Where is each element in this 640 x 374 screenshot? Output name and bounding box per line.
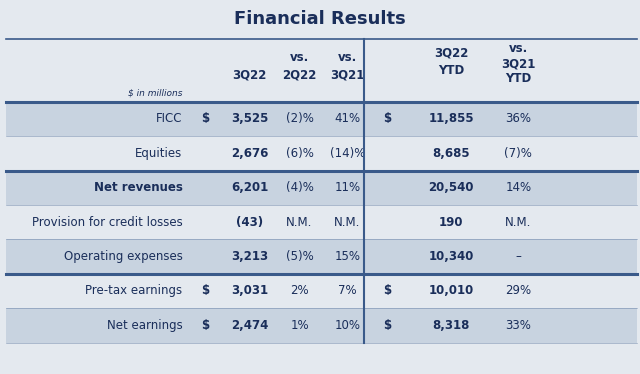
Text: 10%: 10%	[335, 319, 360, 332]
Text: $: $	[202, 113, 210, 125]
Text: 3,031: 3,031	[231, 285, 268, 297]
Text: (4)%: (4)%	[285, 181, 314, 194]
FancyBboxPatch shape	[6, 308, 637, 343]
Text: 1%: 1%	[290, 319, 309, 332]
Text: 36%: 36%	[506, 113, 531, 125]
Text: 10,010: 10,010	[429, 285, 474, 297]
Text: $: $	[202, 285, 210, 297]
Text: 11,855: 11,855	[428, 113, 474, 125]
Text: $: $	[383, 285, 391, 297]
Text: 14%: 14%	[506, 181, 531, 194]
Text: (43): (43)	[236, 216, 263, 229]
Text: (5)%: (5)%	[285, 250, 314, 263]
Text: 29%: 29%	[506, 285, 531, 297]
Text: –: –	[515, 250, 522, 263]
Text: (6)%: (6)%	[285, 147, 314, 160]
Text: vs.: vs.	[338, 52, 357, 64]
Text: Net earnings: Net earnings	[107, 319, 182, 332]
Text: 8,318: 8,318	[433, 319, 470, 332]
FancyBboxPatch shape	[6, 102, 637, 136]
Text: Financial Results: Financial Results	[234, 10, 406, 28]
Text: Operating expenses: Operating expenses	[63, 250, 182, 263]
Text: (2)%: (2)%	[285, 113, 314, 125]
Text: 8,685: 8,685	[433, 147, 470, 160]
Text: (7)%: (7)%	[504, 147, 532, 160]
Text: $: $	[383, 319, 391, 332]
FancyBboxPatch shape	[6, 205, 637, 239]
Text: 7%: 7%	[338, 285, 357, 297]
Text: 20,540: 20,540	[428, 181, 474, 194]
Text: FICC: FICC	[156, 113, 182, 125]
Text: 2%: 2%	[290, 285, 309, 297]
Text: 3,525: 3,525	[231, 113, 268, 125]
Text: 3Q21: 3Q21	[501, 57, 536, 70]
Text: 2,676: 2,676	[231, 147, 268, 160]
Text: 10,340: 10,340	[429, 250, 474, 263]
FancyBboxPatch shape	[6, 136, 637, 171]
Text: Net revenues: Net revenues	[93, 181, 182, 194]
Text: Provision for credit losses: Provision for credit losses	[31, 216, 182, 229]
Text: $: $	[383, 113, 391, 125]
Text: 33%: 33%	[506, 319, 531, 332]
Text: 2,474: 2,474	[231, 319, 268, 332]
Text: N.M.: N.M.	[505, 216, 532, 229]
FancyBboxPatch shape	[6, 171, 637, 205]
FancyBboxPatch shape	[6, 274, 637, 308]
Text: 2Q22: 2Q22	[282, 68, 317, 81]
Text: Pre-tax earnings: Pre-tax earnings	[85, 285, 182, 297]
Text: 11%: 11%	[335, 181, 360, 194]
Text: 3Q22: 3Q22	[434, 47, 468, 59]
Text: 3Q21: 3Q21	[330, 68, 365, 81]
Text: Equities: Equities	[135, 147, 182, 160]
Text: vs.: vs.	[290, 52, 309, 64]
Text: YTD: YTD	[505, 72, 532, 85]
Text: 41%: 41%	[335, 113, 360, 125]
FancyBboxPatch shape	[6, 239, 637, 274]
Text: YTD: YTD	[438, 64, 465, 77]
Text: $ in millions: $ in millions	[128, 88, 182, 97]
Text: 3,213: 3,213	[231, 250, 268, 263]
Text: 190: 190	[439, 216, 463, 229]
Text: N.M.: N.M.	[334, 216, 361, 229]
Text: (14)%: (14)%	[330, 147, 365, 160]
Text: vs.: vs.	[509, 42, 528, 55]
Text: 3Q22: 3Q22	[232, 68, 267, 81]
Text: N.M.: N.M.	[286, 216, 313, 229]
Text: 6,201: 6,201	[231, 181, 268, 194]
Text: $: $	[202, 319, 210, 332]
Text: 15%: 15%	[335, 250, 360, 263]
